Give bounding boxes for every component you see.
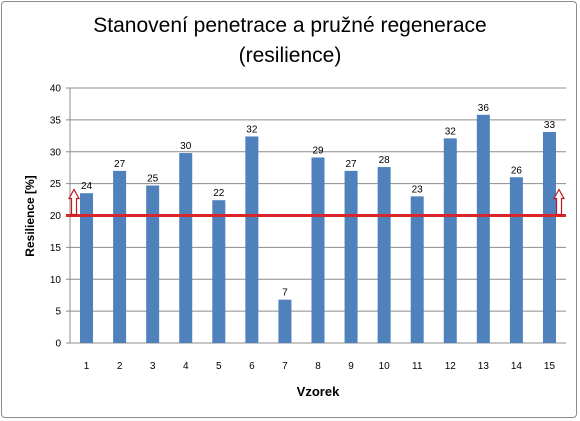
y-tick-label: 25 [50,179,62,190]
x-tick-label: 1 [84,361,90,372]
bar [311,157,325,343]
data-label: 32 [246,124,258,135]
y-tick-label: 20 [50,211,62,222]
x-tick-label: 10 [379,361,391,372]
data-label: 25 [147,174,159,185]
data-label: 24 [81,181,93,192]
x-tick-label: 6 [249,361,255,372]
bar [377,167,391,343]
bar [80,193,94,343]
y-tick-label: 0 [55,339,61,350]
x-tick-label: 8 [315,361,321,372]
data-label: 32 [445,126,457,137]
x-tick-label: 13 [478,361,490,372]
x-tick-label: 2 [117,361,123,372]
bar [179,153,193,343]
data-label: 26 [511,165,523,176]
bar [113,170,127,343]
data-label: 30 [180,141,192,152]
y-tick-label: 40 [50,84,62,95]
x-axis-label: Vzorek [296,384,340,399]
chart-title-line-1: Stanovení penetrace a pružné regenerace [93,14,487,37]
up-arrow-icon [552,188,566,216]
chart-title-line-2: (resilience) [238,44,342,67]
data-label: 7 [282,288,288,299]
x-tick-label: 9 [348,361,354,372]
y-tick-label: 10 [50,275,62,286]
x-tick-label: 12 [445,361,457,372]
y-tick-label: 5 [55,307,61,318]
bar [344,170,358,343]
x-tick-label: 4 [183,361,189,372]
data-label: 22 [213,188,225,199]
y-tick-label: 30 [50,147,62,158]
x-tick-label: 15 [544,361,556,372]
bar [542,131,556,343]
up-arrow-icon [67,188,81,216]
bar [410,196,424,343]
data-label: 36 [478,103,490,114]
bar [278,299,292,343]
x-tick-label: 5 [216,361,222,372]
bar [443,138,457,343]
data-label: 29 [312,145,324,156]
bar [212,200,226,343]
bar [146,185,160,343]
x-tick-label: 7 [282,361,288,372]
data-label: 33 [544,120,556,131]
data-label: 27 [114,159,126,170]
bar [476,114,490,344]
bar [509,177,523,343]
y-tick-label: 15 [50,243,62,254]
x-tick-label: 14 [511,361,523,372]
x-tick-label: 3 [150,361,156,372]
data-label: 28 [379,155,391,166]
bar [245,136,259,343]
data-label: 27 [346,159,358,170]
x-tick-label: 11 [412,361,423,372]
data-label: 23 [412,184,424,195]
y-tick-label: 35 [50,115,62,126]
